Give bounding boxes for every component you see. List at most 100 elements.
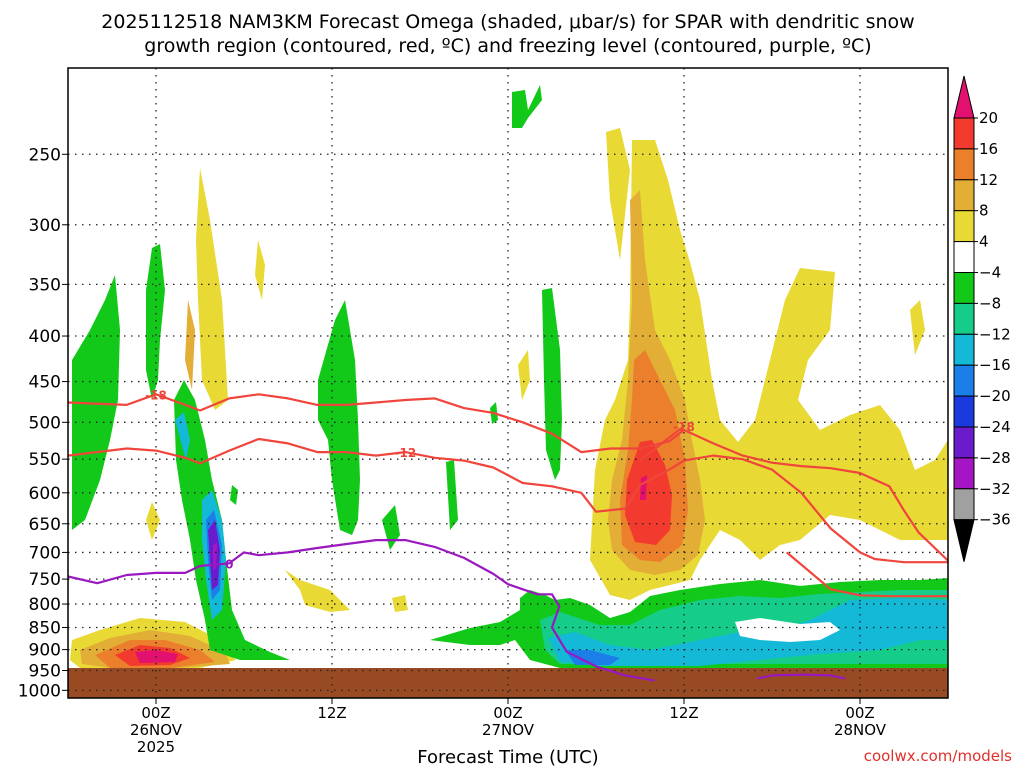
colorbar-label: 8 [979,202,989,220]
y-tick-label: 500 [29,413,61,433]
contour-line [639,425,685,462]
colorbar-label: 12 [979,171,998,189]
omega-positive-region [640,475,647,500]
omega-positive-region [255,240,265,300]
y-tick-label: 400 [29,327,61,347]
contour-line [68,539,655,682]
y-tick-label: 650 [29,515,61,535]
omega-negative-region [565,650,620,665]
omega-negative-region [213,543,217,570]
chart-title-line1: 2025112518 NAM3KM Forecast Omega (shaded… [101,11,914,33]
x-tick-label: 12Z [669,704,698,722]
omega-negative-region [382,505,400,550]
omega-positive-region [910,300,925,355]
colorbar-swatch [953,179,975,212]
pressure-axis: 250 300 350 400 450 500 550 600 650 700 750 800 850 9… [18,145,68,701]
omega-negative-region [174,380,290,660]
colorbar-label: −32 [979,480,1011,498]
omega-positive-region [285,570,350,612]
temperature-contours [68,393,948,682]
colorbar-swatch [953,426,975,459]
contour-line [785,551,948,598]
omega-positive-region [146,502,160,540]
colorbar-swatch [953,488,975,521]
chart-title-line2: growth region (contoured, red, ºC) and f… [144,35,871,57]
omega-negative-region [72,275,120,530]
colorbar-swatch [953,210,975,243]
colorbar-swatch [953,395,975,428]
contour-line [757,673,846,680]
x-tick-label: 00Z [845,704,874,722]
colorbar-swatch [953,117,975,150]
y-tick-label: 800 [29,595,61,615]
credit-link[interactable]: coolwx.com/models [864,747,1012,765]
y-tick-label: 1000 [18,681,61,701]
colorbar-label: −36 [979,511,1011,529]
omega-negative-region [146,244,165,400]
omega-positive-region [196,168,228,410]
y-tick-label: 950 [29,662,61,682]
colorbar-swatch [953,272,975,304]
colorbar-label: −4 [979,264,1001,282]
x-tick-label: 2025 [137,738,175,756]
contour-label: -12 [394,446,416,460]
colorbar-label: 16 [979,140,998,158]
colorbar-swatch [953,241,975,274]
colorbar-swatch [953,333,975,366]
contour-line [68,437,948,564]
colorbar-label: −24 [979,418,1011,436]
x-tick-label: 12Z [317,704,346,722]
contour-label: -18 [145,388,167,402]
y-tick-label: 350 [29,275,61,295]
omega-neutral-region [735,618,840,642]
y-tick-label: 850 [29,618,61,638]
x-axis-title: Forecast Time (UTC) [417,747,598,768]
contour-line [68,393,948,562]
x-tick-label: 28NOV [834,721,887,739]
contour-label: 0 [225,557,233,571]
colorbar-swatch [953,457,975,490]
x-tick-label: 26NOV [130,721,183,739]
colorbar-swatch [953,364,975,397]
colorbar: 20 16 12 8 4 −4 −8 −12 −16 −20 −24 −28 −32 −36 [953,75,1011,562]
omega-positive-region [518,350,530,400]
omega-negative-region [318,300,360,535]
colorbar-label: −8 [979,294,1001,312]
omega-positive-region [392,595,408,612]
omega-negative-region [230,485,238,505]
omega-positive-region [606,128,630,260]
colorbar-arrow-bottom [953,519,975,562]
omega-positive-region [625,440,672,545]
x-tick-label: 00Z [493,704,522,722]
y-tick-label: 250 [29,145,61,165]
omega-negative-region [542,288,562,480]
colorbar-swatch [953,148,975,181]
ground-surface [68,668,948,698]
colorbar-label: −16 [979,356,1011,374]
pressure-gridlines [68,68,948,698]
contour-label: -18 [673,420,695,434]
colorbar-label: 4 [979,233,989,251]
colorbar-label: −20 [979,387,1011,405]
colorbar-arrow-top [953,75,975,119]
x-tick-label: 27NOV [482,721,535,739]
y-tick-label: 700 [29,543,61,563]
y-tick-label: 450 [29,373,61,393]
omega-negative-region [175,412,190,460]
omega-positive-region [185,300,195,390]
y-tick-label: 900 [29,641,61,661]
omega-negative-region [512,85,542,128]
colorbar-label: 20 [979,109,998,127]
omega-negative-region [446,460,458,530]
y-tick-label: 300 [29,216,61,236]
colorbar-swatch [953,302,975,335]
colorbar-label: −12 [979,325,1011,343]
x-tick-label: 00Z [141,704,170,722]
contour-labels: -18 -12 -18 0 [145,388,695,571]
y-tick-label: 550 [29,450,61,470]
y-tick-label: 750 [29,570,61,590]
omega-shading [70,85,948,668]
y-tick-label: 600 [29,484,61,504]
